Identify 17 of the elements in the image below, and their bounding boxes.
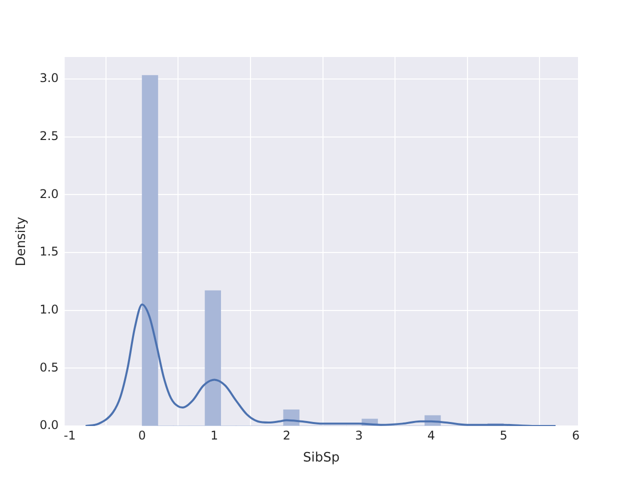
y-tick-label: 3.0 (40, 71, 59, 86)
y-tick-label: 1.5 (40, 244, 59, 259)
y-tick-label: 1.0 (40, 302, 59, 316)
x-tick-label: -1 (64, 428, 76, 442)
x-axis-title: SibSp (303, 450, 340, 466)
x-tick-label: 4 (427, 428, 436, 442)
y-tick-label: 0.0 (40, 418, 59, 432)
x-tick-label: 0 (138, 428, 146, 442)
y-tick-label: 2.0 (40, 186, 59, 201)
x-tick-label: 2 (282, 428, 290, 442)
x-tick-label: 3 (355, 428, 363, 442)
x-tick-label: 1 (210, 428, 218, 442)
y-tick-label: 0.5 (40, 360, 59, 374)
x-tick-label: 6 (572, 428, 580, 442)
x-tick-label: 5 (500, 428, 508, 442)
y-tick-label: 2.5 (40, 128, 59, 143)
y-axis-title: Density (14, 216, 30, 266)
